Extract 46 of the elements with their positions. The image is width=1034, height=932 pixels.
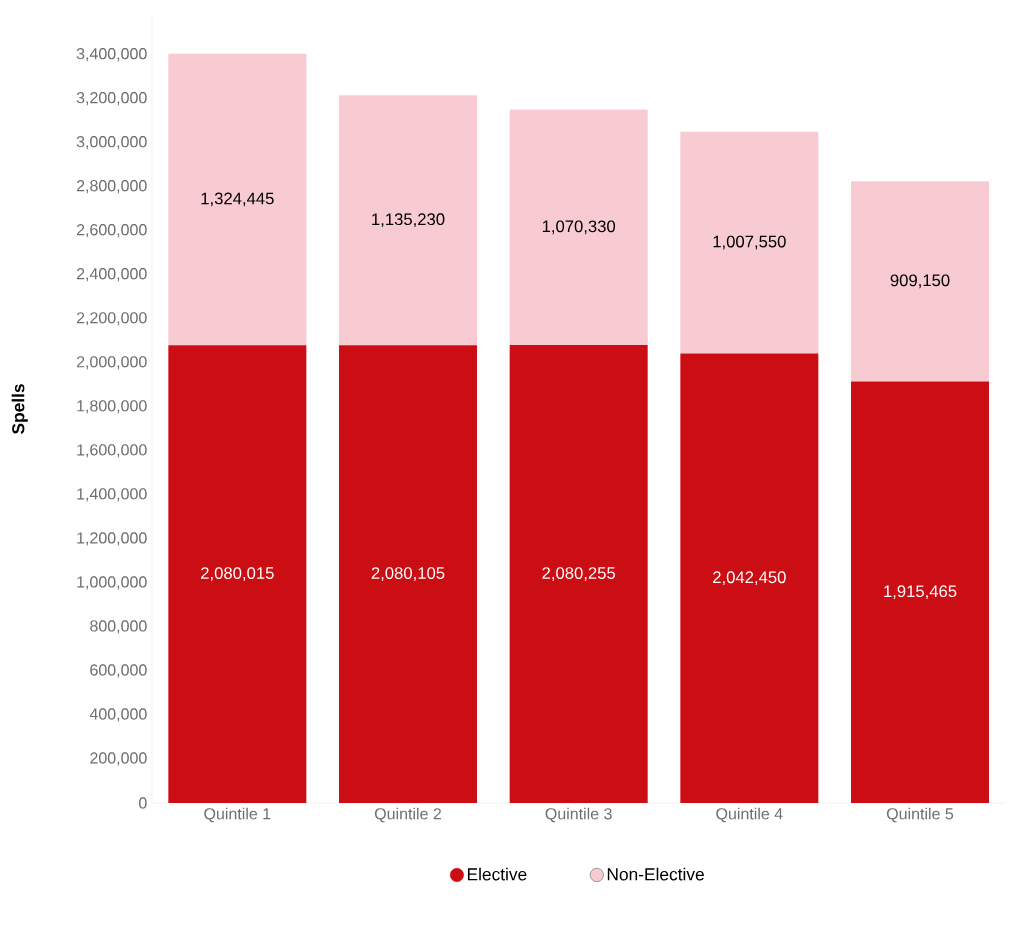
data-label: 909,150 xyxy=(890,274,950,289)
y-tick-label: 1,600,000 xyxy=(77,444,147,458)
y-tick-label: 800,000 xyxy=(90,620,147,634)
y-axis-title: Spells xyxy=(11,384,28,435)
legend-label: Non-Elective xyxy=(607,867,704,881)
x-tick-label: Quintile 3 xyxy=(545,807,612,823)
y-tick-label: 200,000 xyxy=(90,752,147,766)
data-label: 2,080,105 xyxy=(371,567,445,581)
data-label: 2,080,255 xyxy=(542,567,616,581)
y-tick-label: 600,000 xyxy=(90,664,147,678)
data-label: 2,080,015 xyxy=(201,567,274,581)
y-tick-label: 1,800,000 xyxy=(77,400,147,414)
y-tick-label: 2,400,000 xyxy=(76,268,147,282)
bar xyxy=(680,353,819,803)
bar xyxy=(680,131,819,354)
y-tick-label: 3,000,000 xyxy=(76,136,147,150)
y-tick-label: 3,200,000 xyxy=(76,92,147,106)
x-tick-label: Quintile 2 xyxy=(374,807,441,823)
legend-label: Elective xyxy=(467,867,527,881)
y-tick-label: 2,200,000 xyxy=(76,312,147,326)
bar xyxy=(339,95,478,346)
x-tick-label: Quintile 1 xyxy=(204,807,271,823)
y-tick-label: 2,800,000 xyxy=(76,180,147,194)
data-label: 1,007,550 xyxy=(713,235,786,250)
y-tick-label: 1,400,000 xyxy=(77,488,147,502)
data-label: 1,324,445 xyxy=(201,192,274,207)
bar xyxy=(851,181,990,382)
x-tick-label: Quintile 5 xyxy=(886,807,954,823)
data-label: 1,915,465 xyxy=(884,585,957,600)
y-tick-label: 2,000,000 xyxy=(76,356,147,370)
bar xyxy=(168,345,307,803)
y-tick-label: 3,400,000 xyxy=(76,48,147,62)
data-label: 1,070,330 xyxy=(542,220,616,235)
bar xyxy=(339,345,478,803)
bar xyxy=(509,345,648,803)
y-tick-label: 0 xyxy=(139,797,147,809)
y-tick-label: 2,600,000 xyxy=(76,224,147,238)
data-label: 2,042,450 xyxy=(713,571,786,586)
bar xyxy=(509,109,648,346)
x-tick-label: Quintile 4 xyxy=(716,807,783,823)
y-tick-label: 1,200,000 xyxy=(77,532,147,546)
bar xyxy=(851,381,990,803)
data-label: 1,135,230 xyxy=(372,213,445,228)
y-tick-label: 400,000 xyxy=(89,708,147,722)
bar xyxy=(168,53,307,346)
y-tick-label: 1,000,000 xyxy=(77,576,147,590)
